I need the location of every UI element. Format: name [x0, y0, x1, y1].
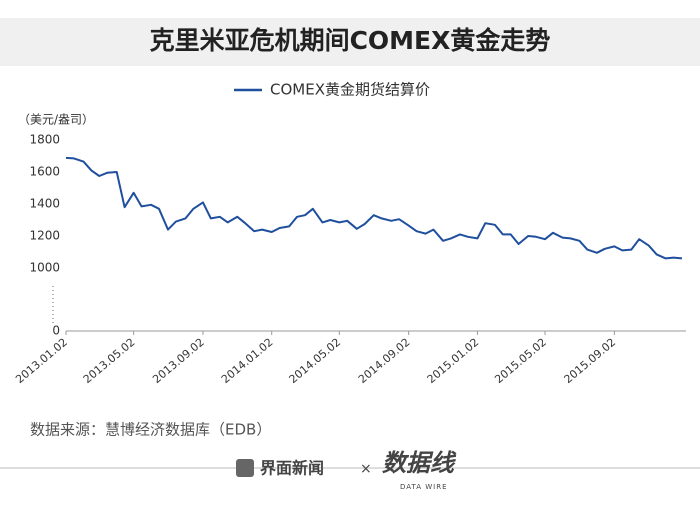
y-tick-label: 1600 — [29, 165, 60, 179]
y-tick-label: 1800 — [29, 133, 60, 147]
chart-title: 克里米亚危机期间COMEX黄金走势 — [150, 26, 551, 55]
y-tick-label: 1200 — [29, 229, 60, 243]
x-tick-label: 2014.01.02 — [219, 336, 276, 386]
x-tick-label: 2015.05.02 — [492, 336, 549, 386]
x-tick-label: 2014.09.02 — [356, 336, 413, 386]
footer-partner-en: DATA WIRE — [400, 483, 448, 491]
x-tick-label: 2013.09.02 — [150, 336, 207, 386]
brand-icon — [236, 459, 254, 477]
footer-partner: 数据线 — [382, 449, 457, 477]
y-unit: （美元/盎司） — [18, 113, 94, 127]
legend-label: COMEX黄金期货结算价 — [270, 81, 430, 99]
title-band — [0, 18, 700, 66]
source: 数据来源：慧博经济数据库（EDB） — [30, 421, 271, 439]
x-tick-label: 2014.05.02 — [287, 336, 344, 386]
footer-cross: × — [360, 461, 372, 477]
x-tick-label: 2015.09.02 — [562, 336, 619, 386]
footer-brand: 界面新闻 — [260, 459, 324, 478]
y-tick-label: 1400 — [29, 197, 60, 211]
line — [65, 156, 683, 260]
x-tick-label: 2013.01.02 — [13, 336, 70, 386]
y-tick-label: 0 — [52, 324, 60, 338]
x-tick-label: 2013.05.02 — [81, 336, 138, 386]
y-tick-label: 1000 — [29, 261, 60, 275]
x-tick-label: 2015.01.02 — [425, 336, 482, 386]
